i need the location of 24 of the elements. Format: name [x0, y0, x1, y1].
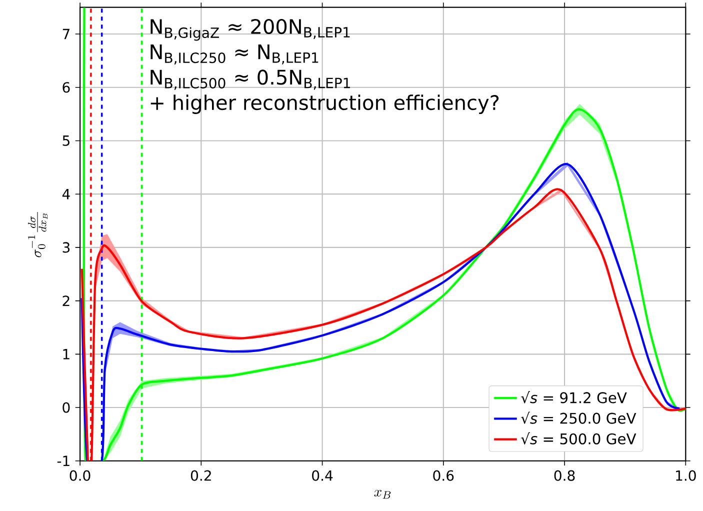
legend-label: √s = 500.0 GeV [521, 432, 636, 445]
x-tick-label: 0.2 [190, 470, 211, 481]
x-axis-title: $x_B$ [374, 490, 391, 499]
y-tick-label: 2 [62, 296, 70, 306]
x-tick-label: 0.8 [554, 470, 575, 481]
y-tick-label: 3 [62, 242, 70, 253]
annotation: N$_{B,ILC250}$ ≈ N$_{B,LEP1}$ [150, 44, 318, 65]
x-tick-label: 0.0 [70, 470, 90, 481]
y-tick-label: 1 [63, 349, 70, 360]
y-tick-label: 6 [62, 82, 70, 93]
x-tick-label: 1.0 [676, 470, 696, 481]
annotation: N$_{B,GigaZ}$ ≈ 200N$_{B,LEP1}$ [150, 18, 350, 41]
annotation: + higher reconstruction efficiency? [150, 94, 499, 114]
y-tick-label: -1 [57, 456, 70, 466]
legend-label: √s = 91.2 GeV [521, 391, 627, 404]
x-tick-label: 0.6 [433, 470, 454, 481]
x-tick-label: 0.4 [312, 470, 333, 481]
y-tick-label: 0 [62, 402, 70, 413]
y-tick-label: 7 [62, 28, 70, 40]
annotation: N$_{B,ILC500}$ ≈ 0.5N$_{B,LEP1}$ [150, 70, 350, 90]
y-tick-label: 5 [62, 136, 70, 146]
y-axis-title: $\sigma_0^{-1}\frac{d\sigma}{dx_B}$ [28, 212, 48, 258]
y-tick-label: 4 [62, 189, 70, 200]
legend-label: √s = 250.0 GeV [521, 412, 636, 424]
